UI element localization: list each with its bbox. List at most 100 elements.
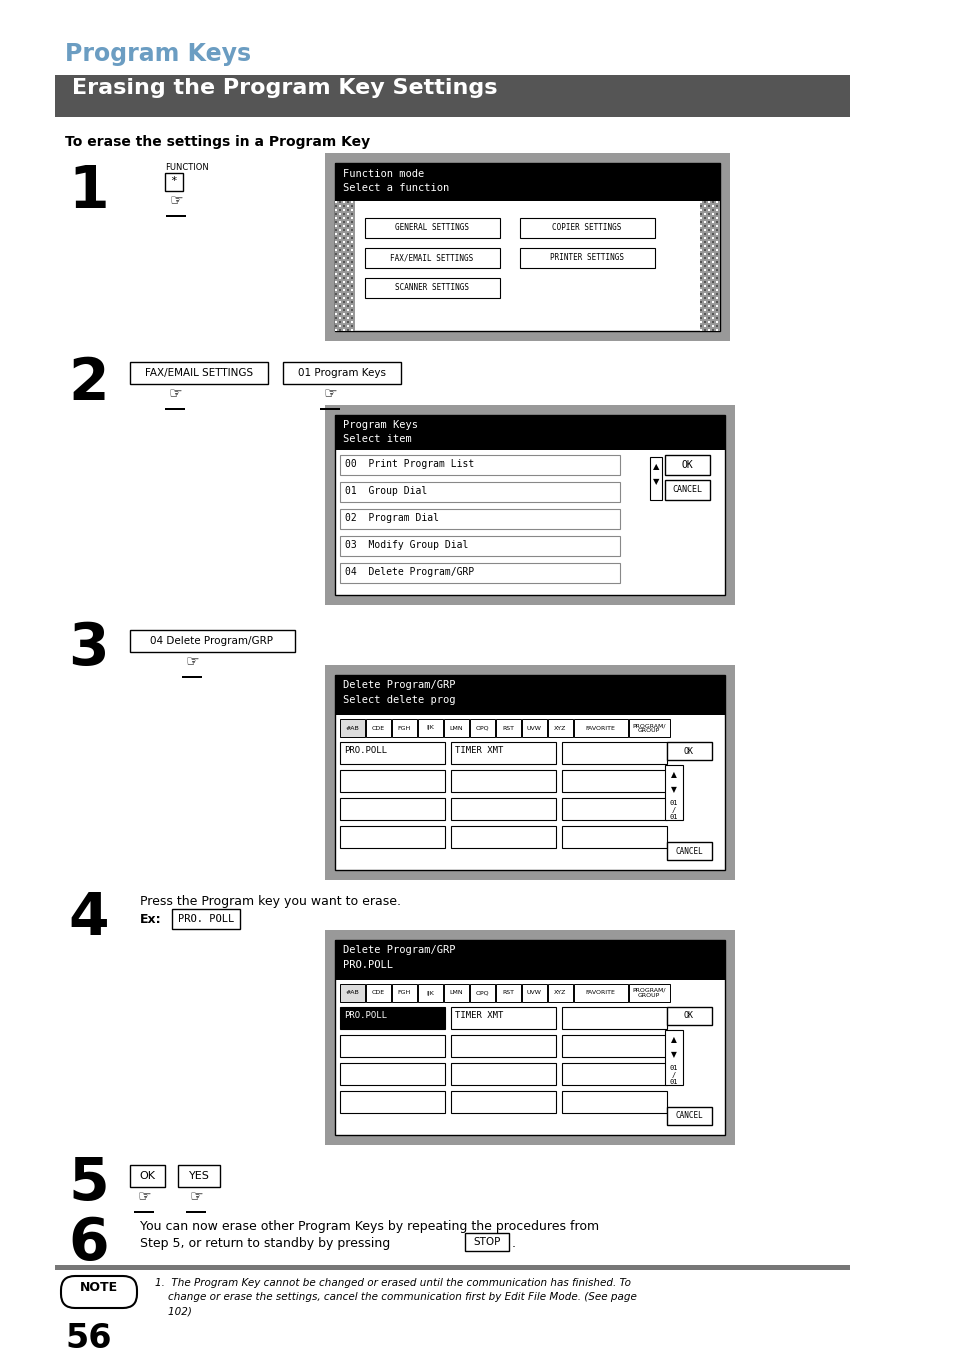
Text: FAVORITE: FAVORITE	[585, 725, 615, 731]
Text: PRINTER SETTINGS: PRINTER SETTINGS	[550, 254, 623, 262]
Bar	[711, 236, 713, 239]
Bar	[351, 232, 353, 235]
Bar	[451, 825, 556, 848]
Bar	[335, 163, 720, 201]
Text: NOTE: NOTE	[80, 1281, 118, 1294]
Bar	[711, 309, 713, 311]
Bar	[339, 719, 365, 738]
Bar	[666, 842, 711, 861]
Text: ☞: ☞	[323, 386, 336, 401]
Bar	[716, 226, 718, 227]
Text: SCANNER SETTINGS: SCANNER SETTINGS	[395, 284, 469, 293]
Bar	[707, 245, 709, 247]
Bar	[343, 253, 345, 255]
Bar	[707, 236, 709, 239]
Text: *: *	[171, 176, 177, 186]
Bar	[335, 261, 336, 263]
Text: Delete Program/GRP: Delete Program/GRP	[343, 944, 455, 955]
Bar	[335, 301, 336, 303]
Bar	[700, 261, 701, 263]
Bar	[716, 281, 718, 282]
Bar	[703, 285, 705, 286]
Bar	[703, 293, 705, 295]
Bar	[338, 269, 340, 272]
Bar	[351, 213, 353, 215]
Bar	[700, 236, 701, 239]
Bar	[700, 330, 701, 331]
Bar	[707, 273, 709, 276]
Text: Erasing the Program Key Settings: Erasing the Program Key Settings	[71, 78, 497, 99]
Bar	[711, 305, 713, 307]
Bar	[711, 313, 713, 315]
Text: ☞: ☞	[185, 654, 198, 669]
Bar	[351, 273, 353, 276]
Bar	[470, 984, 495, 1002]
Bar	[343, 313, 345, 315]
Bar	[351, 293, 353, 295]
Bar	[351, 297, 353, 299]
Bar	[716, 222, 718, 223]
Bar	[335, 317, 336, 319]
Bar	[335, 222, 336, 223]
Bar	[703, 230, 705, 231]
Bar	[700, 297, 701, 299]
Bar	[339, 509, 619, 530]
Bar	[700, 305, 701, 307]
Text: 04  Delete Program/GRP: 04 Delete Program/GRP	[345, 567, 474, 577]
Bar	[351, 253, 353, 255]
Bar	[335, 257, 336, 259]
Bar	[351, 289, 353, 290]
Text: 04 Delete Program/GRP: 04 Delete Program/GRP	[151, 636, 274, 646]
Text: GENERAL SETTINGS: GENERAL SETTINGS	[395, 223, 469, 232]
Bar	[343, 230, 345, 231]
Bar	[339, 984, 365, 1002]
Bar	[335, 265, 336, 267]
Bar	[703, 213, 705, 215]
Bar	[343, 240, 345, 243]
Bar	[347, 322, 349, 323]
Bar	[347, 289, 349, 290]
Bar	[351, 261, 353, 263]
Bar	[338, 326, 340, 327]
Bar	[703, 245, 705, 247]
Bar	[707, 313, 709, 315]
Bar	[716, 297, 718, 299]
Bar	[347, 205, 349, 207]
Text: .: .	[512, 1238, 516, 1250]
Bar	[716, 257, 718, 259]
Bar	[451, 1063, 556, 1085]
Bar	[703, 269, 705, 272]
Bar	[664, 1029, 682, 1085]
Text: FAVORITE: FAVORITE	[585, 990, 615, 996]
Bar	[178, 1165, 220, 1188]
Bar	[347, 330, 349, 331]
Bar	[347, 236, 349, 239]
Bar	[711, 253, 713, 255]
Bar	[335, 226, 336, 227]
Bar	[700, 281, 701, 282]
Text: OK: OK	[680, 459, 692, 470]
Bar	[711, 265, 713, 267]
Bar	[343, 218, 345, 219]
Text: 4: 4	[68, 890, 109, 947]
Bar	[700, 309, 701, 311]
Bar	[347, 297, 349, 299]
Bar	[182, 676, 202, 678]
Text: IJK: IJK	[426, 725, 434, 731]
Bar	[55, 1265, 849, 1270]
Text: #AB: #AB	[345, 990, 358, 996]
Bar	[325, 153, 729, 340]
Bar	[338, 201, 340, 203]
Bar	[347, 326, 349, 327]
Text: TIMER XMT: TIMER XMT	[455, 746, 503, 755]
Bar	[347, 313, 349, 315]
Bar	[451, 798, 556, 820]
Bar	[133, 1210, 153, 1213]
Bar	[703, 281, 705, 282]
Bar	[335, 305, 336, 307]
Bar	[711, 201, 713, 203]
Bar	[700, 265, 701, 267]
Bar	[338, 305, 340, 307]
Bar	[707, 249, 709, 251]
Bar	[347, 317, 349, 319]
